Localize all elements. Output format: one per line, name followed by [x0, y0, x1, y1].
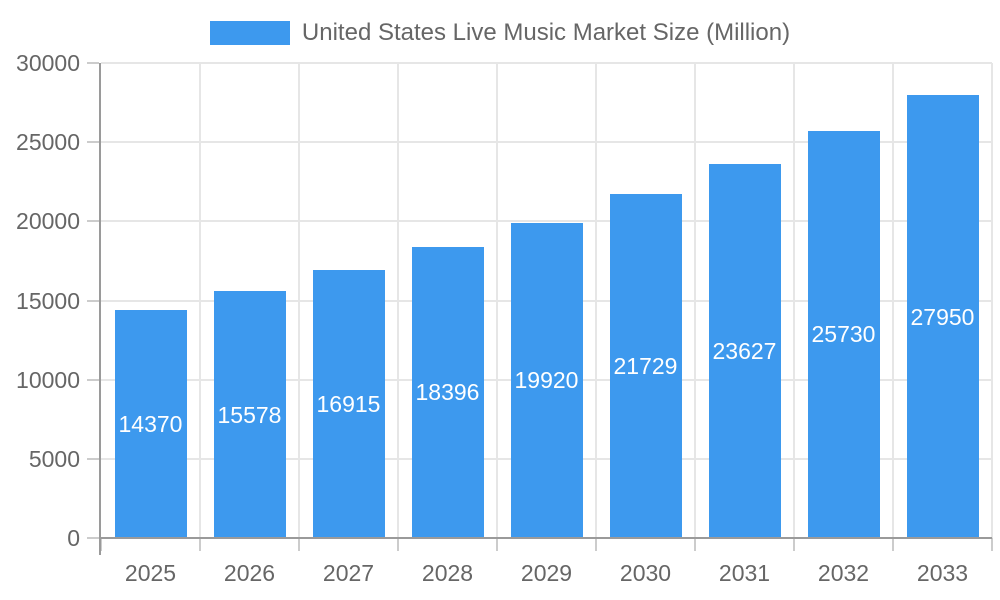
x-tick-label-2031: 2031: [718, 560, 771, 586]
gridline-vertical-2: [298, 63, 300, 538]
gridline-vertical-7: [793, 63, 795, 538]
x-tick-mark-2: [298, 538, 300, 551]
x-tick-label-2027: 2027: [322, 560, 375, 586]
gridline-vertical-5: [595, 63, 597, 538]
y-tick-mark-20000: [87, 220, 99, 223]
x-tick-label-2025: 2025: [124, 560, 177, 586]
x-tick-mark-9: [991, 538, 993, 551]
x-tick-mark-0: [100, 538, 102, 551]
legend-swatch-icon: [209, 21, 290, 45]
bar-2028: [411, 246, 484, 538]
x-axis-line: [99, 537, 992, 539]
x-tick-label-2033: 2033: [916, 560, 969, 586]
bar-2027: [312, 270, 385, 538]
x-tick-mark-4: [496, 538, 498, 551]
x-tick-label-2028: 2028: [421, 560, 474, 586]
y-tick-label-15000: 15000: [16, 287, 80, 314]
bar-2032: [807, 130, 880, 538]
y-tick-label-5000: 5000: [28, 445, 80, 472]
y-tick-label-30000: 30000: [16, 50, 80, 76]
gridline-vertical-6: [694, 63, 696, 538]
bar-2031: [708, 163, 781, 538]
y-tick-mark-10000: [87, 378, 99, 381]
x-tick-label-2026: 2026: [223, 560, 276, 586]
bar-value-label-2026: 15578: [217, 401, 282, 428]
gridline-vertical-4: [496, 63, 498, 538]
x-tick-mark-3: [397, 538, 399, 551]
y-axis-line: [99, 63, 101, 555]
y-tick-label-25000: 25000: [16, 129, 80, 156]
legend-item[interactable]: United States Live Music Market Size (Mi…: [209, 19, 791, 46]
bar-2029: [510, 222, 583, 538]
x-tick-label-2029: 2029: [520, 560, 573, 586]
y-tick-mark-15000: [87, 299, 99, 302]
x-tick-mark-6: [694, 538, 696, 551]
gridline-vertical-9: [991, 63, 993, 538]
y-tick-mark-5000: [87, 457, 99, 460]
bar-value-label-2029: 19920: [514, 367, 579, 394]
gridline-vertical-3: [397, 63, 399, 538]
bar-value-label-2032: 25730: [811, 321, 876, 348]
bar-value-label-2025: 14370: [118, 411, 183, 438]
x-tick-mark-7: [793, 538, 795, 551]
bar-2030: [609, 193, 682, 538]
bar-value-label-2030: 21729: [613, 352, 678, 379]
bar-2026: [213, 291, 286, 538]
y-tick-mark-0: [87, 537, 99, 539]
x-tick-label-2030: 2030: [619, 560, 672, 586]
bar-value-label-2028: 18396: [415, 379, 480, 406]
bar-value-label-2033: 27950: [910, 303, 975, 330]
x-tick-label-2032: 2032: [817, 560, 870, 586]
gridline-horizontal-30000: [101, 62, 992, 64]
gridline-horizontal-25000: [101, 141, 992, 144]
bar-2033: [906, 95, 979, 538]
x-tick-mark-5: [595, 538, 597, 551]
legend-label: United States Live Music Market Size (Mi…: [301, 19, 791, 46]
bar-2025: [114, 310, 187, 538]
y-tick-mark-25000: [87, 141, 99, 144]
chart-legend: United States Live Music Market Size (Mi…: [0, 20, 1000, 46]
x-tick-mark-8: [892, 538, 894, 551]
x-tick-mark-1: [199, 538, 201, 551]
bar-value-label-2027: 16915: [316, 391, 381, 418]
y-tick-label-0: 0: [67, 525, 80, 551]
y-tick-label-20000: 20000: [16, 208, 80, 235]
gridline-vertical-1: [199, 63, 201, 538]
y-tick-label-10000: 10000: [16, 366, 80, 393]
bar-value-label-2031: 23627: [712, 337, 777, 364]
gridline-horizontal-20000: [101, 220, 992, 223]
gridline-vertical-8: [892, 63, 894, 538]
y-tick-mark-30000: [87, 62, 99, 64]
